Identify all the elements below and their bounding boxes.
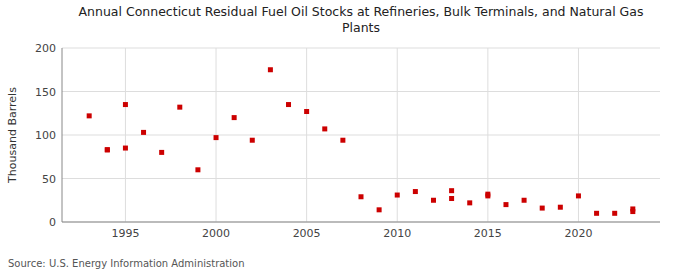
point bbox=[449, 196, 454, 201]
points bbox=[87, 67, 636, 216]
tick-label: 50 bbox=[42, 173, 56, 186]
grid-line bbox=[62, 135, 660, 136]
point bbox=[540, 206, 545, 211]
point bbox=[105, 147, 110, 152]
tick-label: 200 bbox=[35, 42, 56, 55]
grid-line bbox=[125, 48, 126, 222]
point bbox=[576, 193, 581, 198]
point bbox=[123, 146, 128, 151]
grid-line bbox=[62, 222, 660, 223]
title: Annual Connecticut Residual Fuel Oil Sto… bbox=[79, 4, 644, 35]
point bbox=[558, 205, 563, 210]
point bbox=[340, 138, 345, 143]
point bbox=[359, 194, 364, 199]
tick-label: 2010 bbox=[383, 227, 411, 240]
grid-line bbox=[306, 48, 307, 222]
point bbox=[522, 198, 527, 203]
tick-label: 100 bbox=[35, 129, 56, 142]
point bbox=[232, 115, 237, 120]
point bbox=[177, 105, 182, 110]
point bbox=[594, 211, 599, 216]
grid-line bbox=[62, 48, 660, 49]
source: Source: U.S. Energy Information Administ… bbox=[8, 258, 245, 269]
grid-line bbox=[62, 178, 660, 179]
point bbox=[431, 198, 436, 203]
point bbox=[123, 102, 128, 107]
point bbox=[250, 138, 255, 143]
point bbox=[87, 113, 92, 118]
tick-label: 2000 bbox=[202, 227, 230, 240]
tick-label: 2020 bbox=[564, 227, 592, 240]
tick-label: 2015 bbox=[474, 227, 502, 240]
y-axis-label: Thousand Barrels bbox=[6, 87, 19, 184]
tick-label: 1995 bbox=[111, 227, 139, 240]
point bbox=[214, 135, 219, 140]
tick-label: 2005 bbox=[293, 227, 321, 240]
point bbox=[413, 189, 418, 194]
chart: Annual Connecticut Residual Fuel Oil Sto… bbox=[0, 0, 675, 275]
x-axis bbox=[62, 222, 660, 223]
point bbox=[467, 200, 472, 205]
point bbox=[195, 167, 200, 172]
point bbox=[449, 188, 454, 193]
point bbox=[159, 150, 164, 155]
point bbox=[141, 130, 146, 135]
point bbox=[485, 192, 490, 197]
y-axis bbox=[62, 48, 63, 222]
point bbox=[322, 126, 327, 131]
point bbox=[612, 211, 617, 216]
point bbox=[286, 102, 291, 107]
grid-line bbox=[62, 91, 660, 92]
point bbox=[630, 206, 635, 211]
point bbox=[395, 193, 400, 198]
point bbox=[503, 202, 508, 207]
point bbox=[105, 147, 110, 152]
grid-line bbox=[216, 48, 217, 222]
point bbox=[304, 109, 309, 114]
tick-label: 0 bbox=[49, 216, 56, 229]
point bbox=[268, 67, 273, 72]
point bbox=[377, 207, 382, 212]
tick-label: 150 bbox=[35, 86, 56, 99]
